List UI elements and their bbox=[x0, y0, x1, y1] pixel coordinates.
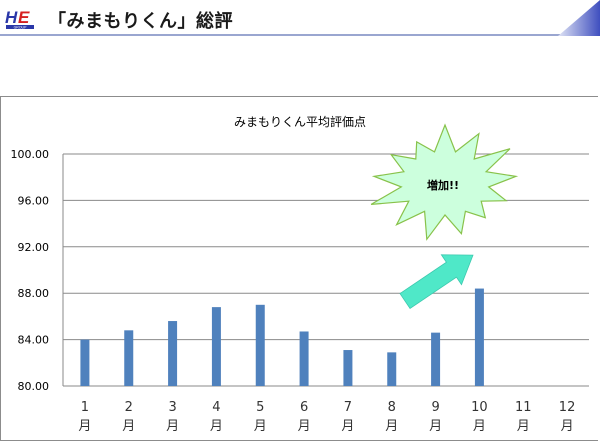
bar-10 bbox=[474, 288, 484, 386]
x-tick-unit-label: 月 bbox=[78, 419, 91, 434]
y-tick-label: 96.00 bbox=[18, 194, 50, 207]
x-tick-unit-label: 月 bbox=[122, 419, 135, 434]
burst-callout: 増加!! bbox=[370, 123, 519, 241]
bar-6 bbox=[299, 331, 309, 386]
x-tick-number-label: 6 bbox=[300, 400, 308, 415]
chart-svg: みまもりくん平均評価点 80.00 84.00 88.00 92.00 96.00 100… bbox=[11, 114, 589, 434]
x-tick-unit-label: 月 bbox=[166, 419, 179, 434]
x-tick-unit-label: 月 bbox=[341, 419, 354, 434]
x-tick-number-label: 8 bbox=[388, 400, 396, 415]
x-tick-number-label: 12 bbox=[559, 400, 576, 415]
header-divider bbox=[0, 34, 560, 36]
x-tick-unit-label: 月 bbox=[254, 419, 267, 434]
x-tick-unit-label: 月 bbox=[473, 419, 486, 434]
y-tick-label: 80.00 bbox=[18, 380, 50, 393]
y-tick-label: 100.00 bbox=[11, 148, 50, 161]
x-tick-number-label: 7 bbox=[344, 400, 352, 415]
x-tick-number-label: 10 bbox=[471, 400, 488, 415]
bar-7 bbox=[343, 350, 353, 386]
chart-frame: みまもりくん平均評価点 80.00 84.00 88.00 92.00 96.00 100… bbox=[0, 96, 598, 441]
burst-shape bbox=[370, 123, 519, 241]
x-tick-unit-label: 月 bbox=[517, 419, 530, 434]
bar-4 bbox=[211, 307, 221, 386]
bar-2 bbox=[124, 330, 134, 386]
x-tick-unit-label: 月 bbox=[429, 419, 442, 434]
x-tick-number-label: 9 bbox=[431, 400, 439, 415]
x-tick-number-label: 3 bbox=[168, 400, 176, 415]
burst-callout-text: 増加!! bbox=[427, 178, 459, 192]
x-tick-number-label: 5 bbox=[256, 400, 264, 415]
x-tick-number-label: 1 bbox=[81, 400, 89, 415]
company-logo: H E GROUP bbox=[4, 6, 36, 30]
x-tick-unit-label: 月 bbox=[210, 419, 223, 434]
y-tick-label: 92.00 bbox=[18, 241, 50, 254]
header-bar: H E GROUP 「みまもりくん」総評 bbox=[0, 0, 600, 38]
y-tick-label: 84.00 bbox=[18, 334, 50, 347]
x-tick-unit-label: 月 bbox=[298, 419, 311, 434]
bar-5 bbox=[255, 304, 265, 386]
svg-text:E: E bbox=[18, 8, 30, 27]
bar-3 bbox=[168, 321, 178, 386]
svg-text:H: H bbox=[5, 8, 18, 27]
bar-1 bbox=[80, 339, 90, 386]
chart-title: みまもりくん平均評価点 bbox=[234, 114, 366, 129]
label-layer: 80.00 84.00 88.00 92.00 96.00 100.00 1 月 2 月 3 月 4 月 5… bbox=[11, 148, 576, 434]
svg-text:GROUP: GROUP bbox=[14, 26, 28, 30]
y-tick-label: 88.00 bbox=[18, 287, 50, 300]
x-tick-unit-label: 月 bbox=[385, 419, 398, 434]
page-title: 「みまもりくん」総評 bbox=[48, 11, 233, 32]
bar-9 bbox=[431, 332, 441, 386]
bar-layer bbox=[80, 288, 484, 386]
trend-arrow-icon bbox=[399, 254, 474, 310]
x-tick-unit-label: 月 bbox=[561, 419, 574, 434]
bar-8 bbox=[387, 352, 397, 386]
x-tick-number-label: 4 bbox=[212, 400, 220, 415]
header-corner-decoration bbox=[558, 0, 600, 36]
grid-layer bbox=[62, 153, 589, 387]
x-tick-number-label: 2 bbox=[125, 400, 133, 415]
x-tick-number-label: 11 bbox=[515, 400, 532, 415]
